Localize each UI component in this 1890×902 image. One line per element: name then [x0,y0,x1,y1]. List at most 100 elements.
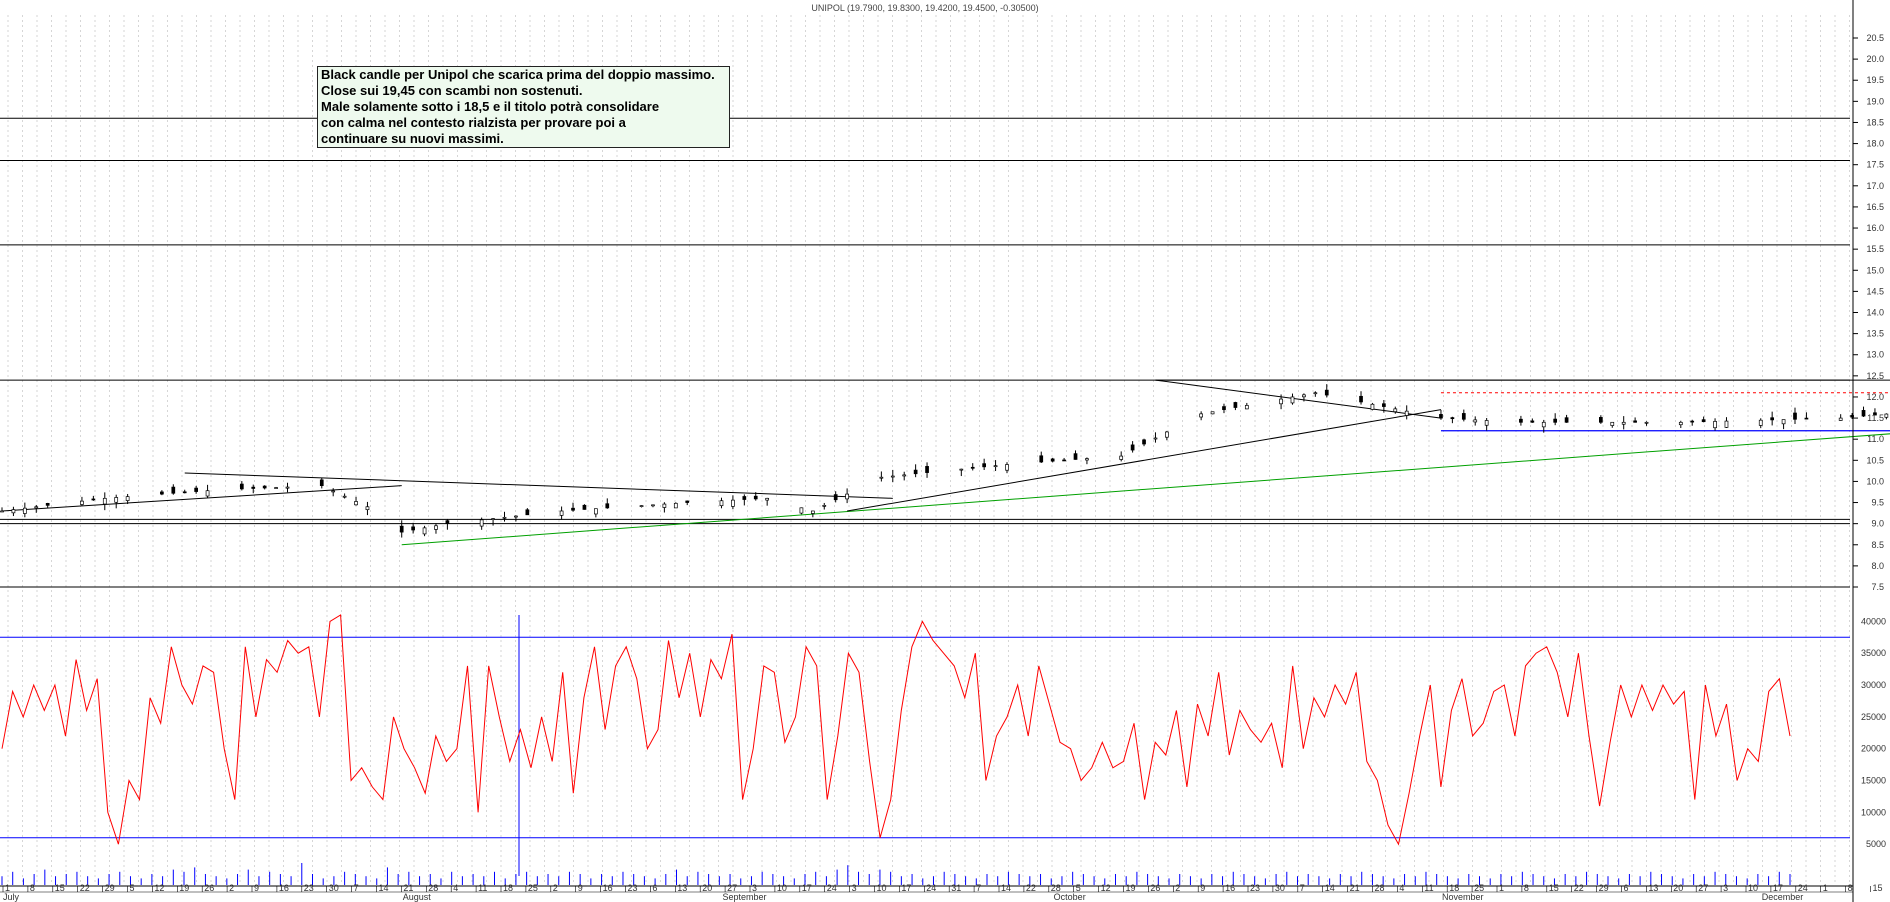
day-tick-label: 30 [329,883,339,893]
oscillator-tick-label: 20000 [1861,744,1886,754]
candle-body [970,466,975,469]
candle-body [434,525,438,530]
vertical-grid [7,15,1850,882]
day-tick-label: 17 [901,883,911,893]
candle-body [1233,402,1238,408]
price-tick-label: 15.5 [1866,244,1884,254]
day-tick-label: 29 [105,883,115,893]
annotation-line: Close sui 19,45 con scambi non sostenuti… [321,83,583,98]
candle-body [1005,464,1009,471]
candle-body [1701,419,1706,423]
candle-body [662,503,667,508]
day-tick-label: 28 [1051,883,1061,893]
trendline [1,485,402,512]
day-tick-label: 18 [503,883,513,893]
trendline [184,472,893,499]
candle-body [1313,392,1318,395]
candle-body [833,494,838,501]
candle-body [731,499,735,507]
candle-body [342,495,347,498]
day-tick-label: 20 [1673,883,1683,893]
day-tick-label: 2 [1175,883,1180,893]
day-tick-label: 1 [5,883,10,893]
day-tick-label: 2 [229,883,234,893]
oscillator-tick-label: 10000 [1861,807,1886,817]
price-tick-label: 17.5 [1866,160,1884,170]
day-tick-label: 23 [1250,883,1260,893]
candle-body [274,487,278,489]
candle-body [902,474,907,477]
candle-body [1370,403,1375,410]
candle-body [1610,421,1615,426]
candle-body [22,507,27,514]
candle-body [331,490,336,493]
candle-body [1439,414,1443,419]
candle-body [1210,411,1215,415]
price-tick-label: 13.5 [1866,329,1884,339]
candle-body [525,509,530,516]
day-tick-label: 28 [1375,883,1385,893]
support-resistance-lines [0,117,1890,588]
day-tick-label: 21 [1350,883,1360,893]
day-tick-label: 17 [1773,883,1783,893]
candle-body [262,485,267,489]
oscillator-tick-label: 35000 [1861,648,1886,658]
price-tick-label: 15.0 [1866,265,1884,275]
candle-body [102,497,107,505]
candle-body [114,497,119,503]
day-tick-label: 17 [802,883,812,893]
day-tick-label: 2 [553,883,558,893]
annotation-line: Male solamente sotto i 18,5 e il titolo … [321,99,660,114]
candle-body [239,483,244,490]
candle-body [1119,455,1124,460]
day-tick-label: 8 [1848,883,1853,893]
candle-body [445,520,450,525]
candle-body [1850,415,1854,418]
candle-body [1519,418,1523,423]
candle-body [1484,420,1489,426]
candle-body [1770,417,1775,421]
day-tick-label: 27 [727,883,737,893]
candle-body [1062,459,1066,462]
price-tick-label: 13.0 [1866,350,1884,360]
day-tick-label: 5 [1076,883,1081,893]
candle-body [639,505,644,507]
annotation-line: continuare su nuovi massimi. [321,131,504,146]
candle-body [845,493,849,500]
candle-body [685,500,690,503]
candle-body [799,507,804,514]
candle-body [479,519,484,527]
price-tick-label: 9.0 [1871,519,1884,529]
day-tick-label: 10 [877,883,887,893]
day-tick-label: 25 [528,883,538,893]
candle-body [753,495,758,500]
candle-body [582,504,587,510]
price-tick-label: 12.5 [1866,371,1884,381]
day-tick-label: 27 [1698,883,1708,893]
candle-body [673,502,678,509]
oscillator-tick-label: 30000 [1861,680,1886,690]
candle-body [11,509,16,514]
chart-title: UNIPOL (19.7900, 19.8300, 19.4200, 19.45… [811,3,1038,13]
candle-body [1290,396,1295,404]
candle-body [251,486,256,489]
day-tick-label: 19 [1126,883,1136,893]
candle-body [810,510,815,514]
candle-body [1142,439,1146,445]
day-tick-label: 8 [30,883,35,893]
trendlines [1,379,1890,546]
candle-body [913,469,918,475]
month-label: July [3,892,20,902]
candle-body [1404,410,1409,416]
candle-body [1804,417,1809,420]
day-tick-label: 29 [1599,883,1609,893]
candles [0,384,1889,538]
day-tick-label: 9 [578,883,583,893]
oscillator-panel [0,614,1850,876]
candle-body [1393,408,1398,413]
price-tick-label: 14.0 [1866,308,1884,318]
candle-body [160,491,164,495]
day-tick-label: 15 [1549,883,1559,893]
candle-body [0,510,4,513]
